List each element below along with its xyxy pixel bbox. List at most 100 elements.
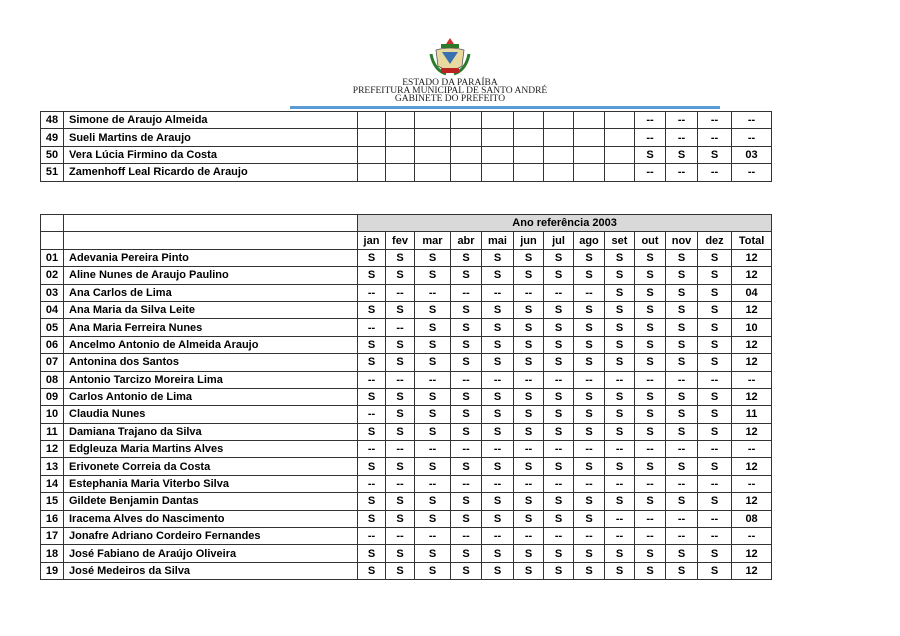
table-row: 13 Erivonete Correia da Costa S S S S S S S S S S S S… (40, 457, 773, 476)
month-status: -- (665, 163, 698, 182)
column-header: nov (665, 231, 698, 250)
empty-cell (414, 163, 451, 182)
month-status: S (697, 318, 732, 337)
month-status: S (414, 509, 451, 529)
table-row: 18 José Fabiano de Araújo Oliveira S S S S S S S… (40, 544, 773, 563)
empty-cell (450, 128, 482, 147)
month-status: S (450, 300, 482, 320)
header-rule (290, 106, 720, 109)
row-number: 14 (40, 474, 64, 494)
month-status: 11 (730, 405, 773, 424)
month-status: S (513, 457, 544, 476)
table-row: 48 Simone de Araujo Almeida -- -- -- -- (40, 110, 772, 130)
person-name: Ancelmo Antonio de Almeida Araujo (63, 335, 358, 355)
month-status: S (450, 561, 482, 581)
month-status: S (450, 387, 482, 407)
person-name: Ana Maria Ferreira Nunes (63, 318, 358, 337)
empty-cell (481, 163, 514, 182)
month-status: S (450, 335, 482, 355)
month-status: S (634, 300, 666, 320)
month-status: S (543, 544, 574, 563)
month-status: S (697, 266, 732, 285)
month-status: -- (604, 440, 635, 459)
month-status: S (665, 266, 698, 285)
month-status: S (414, 457, 451, 476)
row-number: 19 (40, 561, 64, 581)
month-status: S (450, 318, 482, 337)
month-status: S (513, 544, 544, 563)
month-status: S (513, 335, 544, 355)
month-status: S (385, 405, 415, 424)
month-status: -- (665, 128, 698, 147)
month-status: 12 (730, 300, 773, 320)
month-status: S (385, 561, 415, 581)
month-status: S (513, 492, 544, 511)
month-status: S (385, 353, 415, 372)
table-row: 04 Ana Maria da Silva Leite S S S S S S S S S S S S 12 (40, 300, 773, 320)
month-status: -- (543, 474, 574, 494)
row-number: 06 (40, 335, 64, 355)
month-status: 12 (730, 335, 773, 355)
month-status: S (414, 405, 451, 424)
column-header: jan (357, 231, 386, 250)
month-status: S (543, 422, 574, 442)
month-status: S (481, 544, 514, 563)
person-name: Gildete Benjamin Dantas (63, 492, 358, 511)
month-status: -- (481, 370, 514, 389)
month-status: -- (414, 474, 451, 494)
person-name: Ana Carlos de Lima (63, 283, 358, 302)
month-status: S (543, 387, 574, 407)
month-status: 08 (730, 509, 773, 529)
month-status: S (481, 318, 514, 337)
row-number: 01 (40, 248, 64, 268)
month-status: S (604, 300, 635, 320)
empty-cell (573, 163, 605, 182)
empty-cell (450, 110, 482, 130)
month-status: -- (573, 440, 605, 459)
person-name: Estephania Maria Viterbo Silva (63, 474, 358, 494)
column-header: dez (697, 231, 732, 250)
month-status: -- (665, 440, 698, 459)
month-status: -- (634, 440, 666, 459)
empty-cell (604, 163, 635, 182)
month-status: S (573, 457, 605, 476)
month-status: S (357, 492, 386, 511)
row-number: 08 (40, 370, 64, 389)
month-status: -- (665, 509, 698, 529)
table-row: 02 Aline Nunes de Araujo Paulino S S S S S S S S S… (40, 266, 773, 285)
empty-cell (481, 128, 514, 147)
row-number: 09 (40, 387, 64, 407)
month-status: S (665, 561, 698, 581)
month-status: S (573, 544, 605, 563)
month-status: S (665, 492, 698, 511)
empty-cell (573, 145, 605, 165)
table-row: 19 José Medeiros da Silva S S S S S S S S S S S S 12 (40, 561, 773, 581)
column-header: out (634, 231, 666, 250)
month-status: S (357, 387, 386, 407)
month-status: S (697, 544, 732, 563)
month-status: S (481, 266, 514, 285)
month-status: S (481, 422, 514, 442)
person-name: Erivonete Correia da Costa (63, 457, 358, 476)
row-number: 02 (40, 266, 64, 285)
row-number: 07 (40, 353, 64, 372)
month-status: -- (357, 405, 386, 424)
month-status: -- (665, 370, 698, 389)
month-status: S (543, 509, 574, 529)
table-row: 06 Ancelmo Antonio de Almeida Araujo S S S S S… (40, 335, 773, 355)
month-status: 12 (730, 544, 773, 563)
month-status: S (634, 335, 666, 355)
month-status: -- (604, 474, 635, 494)
column-header: mai (481, 231, 514, 250)
empty-cell (414, 145, 451, 165)
month-status: S (665, 405, 698, 424)
table-row: 07 Antonina dos Santos S S S S S S S S S S S S 12 (40, 353, 773, 372)
month-status: S (543, 457, 574, 476)
month-status: S (543, 335, 574, 355)
row-number: 50 (40, 145, 64, 165)
month-status: -- (543, 283, 574, 302)
month-status: -- (604, 509, 635, 529)
month-status: -- (513, 370, 544, 389)
month-status: S (513, 318, 544, 337)
empty-cell (385, 163, 415, 182)
